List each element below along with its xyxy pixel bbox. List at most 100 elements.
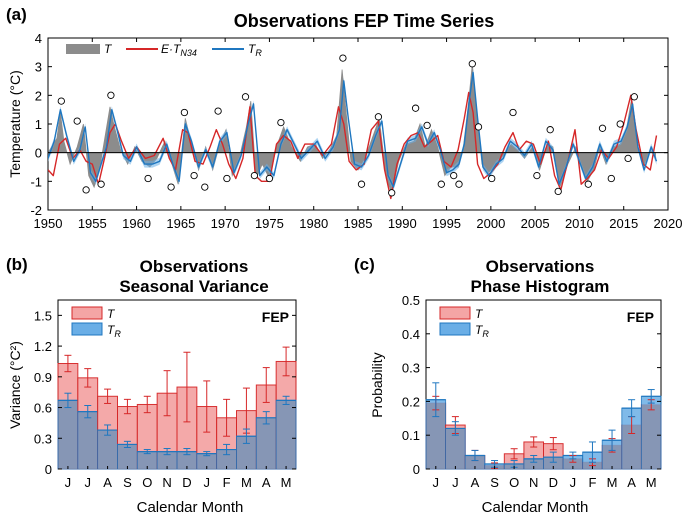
x-tick-label: 2000: [476, 216, 505, 231]
y-tick-label: 1.2: [34, 339, 52, 354]
errorbar-tr: [282, 395, 290, 405]
bar-overlap: [137, 451, 157, 469]
bar-overlap: [197, 453, 217, 469]
legend-label-tr: TR: [107, 323, 121, 339]
x-tick-label: J: [433, 475, 440, 490]
event-marker: [357, 180, 366, 188]
panel-c-xlabel: Calendar Month: [482, 499, 589, 516]
bar-overlap: [98, 430, 117, 469]
x-tick-label: M: [646, 475, 657, 490]
y-tick-label: 0.3: [402, 361, 420, 376]
x-tick-label: J: [204, 475, 211, 490]
errorbar-t: [510, 448, 518, 460]
legend-swatch-t: [439, 306, 471, 320]
event-marker: [339, 54, 347, 62]
panel-a-label: (a): [6, 5, 27, 24]
y-tick-label: -2: [30, 203, 42, 218]
x-tick-label: 1990: [388, 216, 417, 231]
x-tick-label: 2005: [521, 216, 550, 231]
event-marker: [584, 180, 592, 188]
y-tick-label: 0.9: [34, 370, 52, 385]
event-marker: [374, 113, 383, 121]
errorbar-tr: [471, 449, 479, 462]
errorbar-tr: [183, 448, 191, 456]
x-tick-label: J: [570, 475, 577, 490]
legend-swatch-tr: [439, 322, 471, 336]
event-marker: [73, 117, 81, 125]
event-marker: [201, 183, 209, 191]
panel-c-title: Observations: [486, 257, 595, 276]
event-marker: [598, 124, 607, 132]
bar-overlap: [157, 451, 177, 469]
y-tick-label: 1.5: [34, 308, 52, 323]
y-tick-label: 1: [35, 117, 42, 132]
bar-overlap: [276, 400, 296, 469]
errorbar-tr: [432, 382, 440, 418]
event-marker: [509, 108, 517, 117]
x-tick-label: S: [123, 475, 132, 490]
x-tick-label: 1960: [122, 216, 151, 231]
bar-overlap: [217, 449, 236, 469]
errorbar-t: [64, 354, 72, 373]
y-tick-label: 0: [35, 146, 42, 161]
x-tick-label: O: [142, 475, 152, 490]
x-tick-label: 1955: [78, 216, 107, 231]
errorbar-tr: [262, 411, 270, 425]
event-marker: [190, 171, 198, 180]
panel-a-ylabel: Temperature (°C): [7, 70, 23, 178]
errorbar-tr: [451, 421, 459, 436]
panel-c-annotation: FEP: [627, 309, 654, 325]
y-tick-label: 2: [35, 88, 42, 103]
event-marker: [546, 126, 554, 134]
errorbar-tr: [628, 399, 636, 418]
x-tick-label: 2010: [565, 216, 594, 231]
y-tick-label: 0.3: [34, 431, 52, 446]
x-tick-label: F: [588, 475, 596, 490]
panel-c-plot-area: J J A S O N D J F M A M00.10.20.30.40.5: [402, 293, 662, 490]
errorbar-tr: [647, 389, 655, 404]
x-tick-label: D: [549, 475, 558, 490]
event-marker: [57, 97, 65, 105]
x-tick-label: 1950: [34, 216, 63, 231]
errorbar-t: [123, 398, 131, 415]
bar-overlap: [544, 457, 563, 469]
event-marker: [630, 93, 638, 101]
x-tick-label: 2020: [654, 216, 683, 231]
panel-c-ylabel: Probability: [369, 352, 385, 417]
bar-overlap: [622, 425, 641, 469]
x-tick-label: 1995: [432, 216, 461, 231]
y-tick-label: 3: [35, 60, 42, 75]
x-tick-label: D: [182, 475, 191, 490]
legend-label-t: T: [475, 307, 484, 321]
panel-a-y-ticks: -2 -1 0 1 2 3 4: [30, 31, 668, 218]
event-marker: [533, 171, 541, 180]
panel-a-series: [48, 54, 668, 200]
errorbar-tr: [203, 451, 211, 457]
errorbar-t: [84, 368, 92, 388]
x-tick-label: N: [162, 475, 171, 490]
legend-swatch-tr: [71, 322, 103, 336]
panel-c-subtitle: Phase Histogram: [471, 277, 610, 296]
event-marker: [411, 104, 420, 112]
event-marker: [107, 91, 115, 99]
event-marker: [554, 187, 562, 196]
panel-c-legend: T TR: [439, 306, 489, 339]
event-marker: [423, 121, 431, 130]
errorbar-tr: [123, 440, 131, 448]
panel-b-xlabel: Calendar Month: [137, 499, 244, 516]
series-tr-line: [48, 71, 658, 188]
y-tick-label: 0: [413, 462, 420, 477]
errorbar-tr: [163, 448, 171, 456]
series-tr-band: [48, 69, 657, 191]
x-tick-label: J: [85, 475, 92, 490]
legend-label-t: T: [104, 42, 113, 56]
legend-label-etn34: E·TN34: [161, 42, 197, 58]
bar-overlap: [602, 445, 622, 469]
errorbar-t: [104, 388, 112, 404]
bar-overlap: [426, 403, 446, 469]
y-tick-label: 0.1: [402, 428, 420, 443]
event-marker: [388, 189, 396, 197]
legend-label-tr: TR: [248, 42, 262, 58]
event-marker: [468, 60, 476, 68]
y-tick-label: 0.5: [402, 293, 420, 308]
